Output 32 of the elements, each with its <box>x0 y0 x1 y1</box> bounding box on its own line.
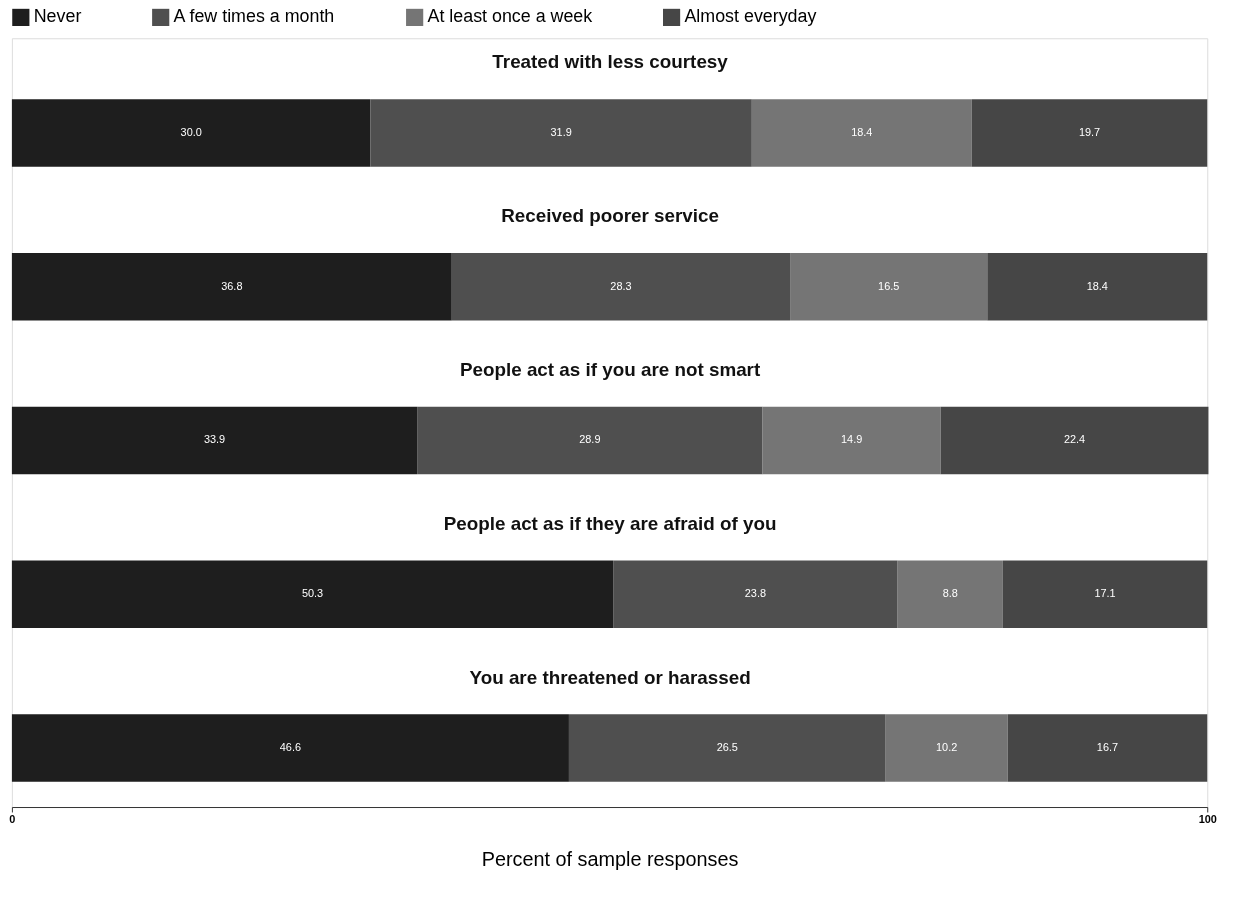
x-axis-title: Percent of sample responses <box>481 848 739 871</box>
y-tick-label: Received poorer service <box>501 205 719 227</box>
data-label: 28.9 <box>579 433 601 446</box>
data-label: 18.4 <box>851 125 873 138</box>
data-label: 33.9 <box>203 433 226 446</box>
data-label: 50.3 <box>301 587 324 600</box>
data-label: 16.5 <box>878 279 900 292</box>
data-label: 16.7 <box>1096 740 1119 753</box>
data-label: 46.6 <box>279 740 302 753</box>
y-tick-label: You are threatened or harassed <box>469 666 751 688</box>
y-tick-label: Treated with less courtesy <box>492 51 729 73</box>
data-label: 30.0 <box>180 125 202 138</box>
data-label: 14.9 <box>841 433 863 446</box>
legend-label: At least once a week <box>427 6 593 27</box>
data-label: 26.5 <box>716 740 738 753</box>
data-label: 31.9 <box>550 125 572 138</box>
data-label: 18.4 <box>1086 279 1108 292</box>
legend-label: A few times a month <box>173 6 335 27</box>
legend-label: Never <box>33 6 82 27</box>
legend-label: Almost everyday <box>684 6 817 27</box>
data-label: 22.4 <box>1063 433 1086 446</box>
data-label: 19.7 <box>1078 125 1101 138</box>
data-label: 8.8 <box>942 587 958 600</box>
y-tick-label: People act as if they are afraid of you <box>443 512 777 534</box>
x-tick-label: 0 <box>9 813 16 826</box>
data-label: 23.8 <box>744 587 767 600</box>
y-tick-label: People act as if you are not smart <box>459 359 761 381</box>
data-label: 10.2 <box>936 740 958 753</box>
data-label: 36.8 <box>221 279 243 292</box>
data-label: 28.3 <box>610 279 632 292</box>
x-tick-label: 100 <box>1198 813 1217 826</box>
data-label: 17.1 <box>1094 587 1116 600</box>
